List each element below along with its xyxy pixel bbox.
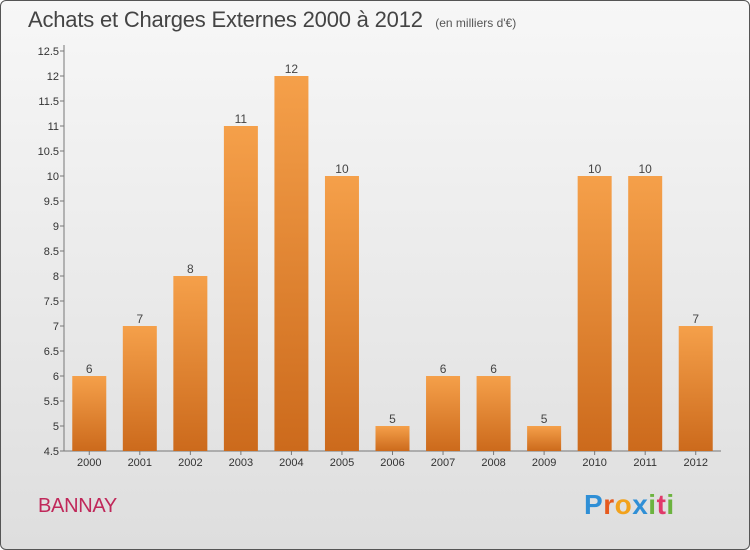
y-tick-label: 11 [48, 121, 59, 133]
bar [274, 76, 309, 451]
y-tick-label: 6.5 [44, 346, 59, 358]
logo-letter: x [632, 489, 649, 520]
x-tick-label: 2012 [683, 457, 707, 469]
x-tick-label: 2011 [633, 457, 657, 469]
x-tick-label: 2005 [330, 457, 354, 469]
x-tick-label: 2001 [128, 457, 152, 469]
y-tick-label: 8 [53, 271, 59, 283]
bar [476, 376, 511, 451]
logo-letter: i [666, 489, 675, 520]
bar [72, 376, 107, 451]
bar [223, 126, 258, 451]
bar-value-label: 5 [389, 412, 396, 426]
y-tick-label: 9 [53, 221, 59, 233]
chart-bars [72, 76, 713, 451]
x-tick-label: 2006 [380, 457, 404, 469]
bar-value-label: 10 [335, 162, 349, 176]
bar [324, 176, 359, 451]
y-tick-label: 5.5 [44, 396, 59, 408]
bar [527, 426, 562, 451]
bar [678, 326, 713, 451]
chart-subtitle: (en milliers d'€) [435, 16, 517, 30]
bar-value-label: 10 [639, 162, 653, 176]
y-tick-label: 6 [53, 371, 59, 383]
bar-value-label: 6 [490, 362, 497, 376]
x-tick-label: 2003 [229, 457, 253, 469]
chart-labels: 2000 6 2001 7 2002 8 2003 11 2004 12 2005 10 2006 5 20… [77, 62, 708, 469]
proxiti-logo: Proxiti [584, 489, 675, 521]
bar [122, 326, 157, 451]
bar-value-label: 10 [588, 162, 602, 176]
logo-letter: i [648, 489, 657, 520]
x-tick-label: 2010 [582, 457, 606, 469]
bar-value-label: 12 [285, 62, 299, 76]
logo-letter: o [614, 489, 633, 520]
y-tick-label: 10.5 [38, 146, 59, 158]
x-tick-label: 2009 [532, 457, 556, 469]
bar [173, 276, 208, 451]
y-tick-label: 7 [53, 321, 59, 333]
x-tick-label: 2008 [481, 457, 505, 469]
x-tick-label: 2007 [431, 457, 455, 469]
bar-value-label: 7 [136, 312, 143, 326]
y-tick-label: 12.5 [38, 46, 59, 58]
bar-value-label: 11 [235, 112, 248, 126]
y-tick-label: 5 [53, 421, 59, 433]
bar [375, 426, 410, 451]
y-tick-label: 7.5 [44, 296, 59, 308]
bar-value-label: 5 [541, 412, 548, 426]
logo-letter: r [603, 489, 615, 520]
bar-value-label: 6 [440, 362, 447, 376]
logo-letter: P [584, 489, 604, 520]
bar-value-label: 6 [86, 362, 93, 376]
bar [628, 176, 663, 451]
x-tick-label: 2004 [279, 457, 303, 469]
commune-name: BANNAY [38, 495, 117, 517]
chart-heading: Achats et Charges Externes 2000 à 2012 (… [28, 7, 516, 33]
y-tick-label: 12 [47, 71, 59, 83]
y-tick-label: 4.5 [44, 446, 59, 458]
y-tick-label: 8.5 [44, 246, 59, 258]
bar-value-label: 8 [187, 262, 194, 276]
chart-title: Achats et Charges Externes 2000 à 2012 [28, 7, 423, 32]
bar [426, 376, 461, 451]
logo-letter: t [656, 489, 667, 520]
bar-value-label: 7 [692, 312, 699, 326]
y-tick-label: 11.5 [38, 96, 59, 108]
bar [577, 176, 612, 451]
x-tick-label: 2002 [178, 457, 202, 469]
x-tick-label: 2000 [77, 457, 101, 469]
y-tick-label: 10 [47, 171, 59, 183]
y-tick-label: 9.5 [44, 196, 59, 208]
